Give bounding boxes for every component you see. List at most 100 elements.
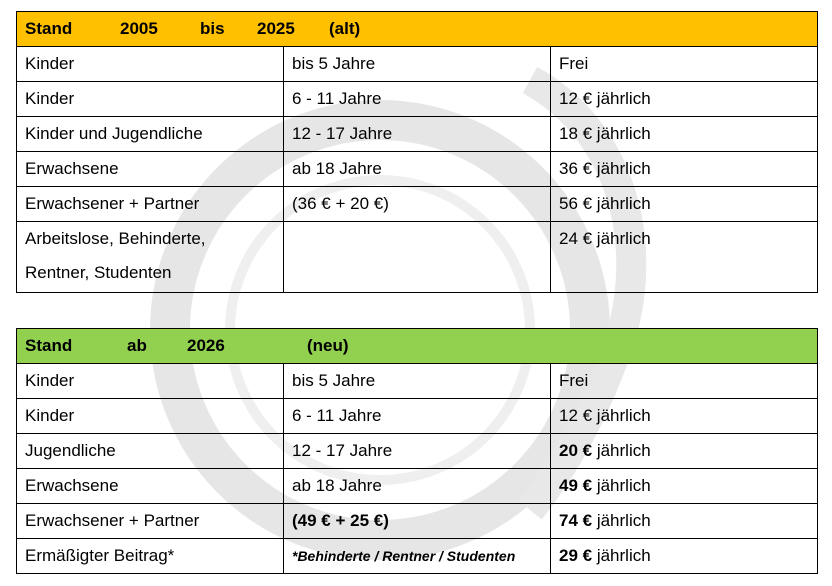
price-label: 12 € jährlich xyxy=(559,89,651,108)
group-label: Erwachsene xyxy=(25,159,119,178)
group-label: Erwachsener + Partner xyxy=(25,194,200,213)
group-label: Ermäßigter Beitrag* xyxy=(25,546,175,565)
table-row: Kinder 6 - 11 Jahre 12 € jährlich xyxy=(16,81,818,117)
age-label: 12 - 17 Jahre xyxy=(292,124,393,143)
table-row: Erwachsener + Partner (36 € + 20 €) 56 € j… xyxy=(16,186,818,222)
age-label: (36 € + 20 €) xyxy=(292,194,389,213)
group-cell: Arbeitslose, Behinderte, Rentner, Student… xyxy=(16,221,284,293)
age-label: 6 - 11 Jahre xyxy=(292,89,382,108)
price-cell: Frei xyxy=(550,46,818,82)
group-label: Kinder xyxy=(25,54,75,73)
header-word: 2025 xyxy=(257,19,295,38)
group-label: Rentner, Studenten xyxy=(25,263,172,282)
price-label: jährlich xyxy=(592,476,651,495)
price-cell: 12 € jährlich xyxy=(550,81,818,117)
age-label: bis 5 Jahre xyxy=(292,54,376,73)
age-cell: bis 5 Jahre xyxy=(283,46,551,82)
group-label: Kinder und Jugendliche xyxy=(25,124,203,143)
group-cell: Erwachsener + Partner xyxy=(16,503,284,539)
old-fee-table: Stand 2005 bis 2025 (alt) Kinder bis 5 Jahre F… xyxy=(16,11,818,293)
price-label: 24 € jährlich xyxy=(559,229,651,248)
group-label: Arbeitslose, Behinderte, xyxy=(25,229,206,248)
new-table-header: Stand ab 2026 (neu) xyxy=(16,328,818,364)
group-cell: Kinder xyxy=(16,81,284,117)
age-cell: ab 18 Jahre xyxy=(283,468,551,504)
header-word: Stand xyxy=(25,19,73,38)
header-word: ab xyxy=(127,336,147,355)
header-word: 2005 xyxy=(120,19,158,38)
price-cell: 56 € jährlich xyxy=(550,186,818,222)
header-word: (alt) xyxy=(329,19,361,38)
table-row: Kinder 6 - 11 Jahre 12 € jährlich xyxy=(16,398,818,434)
price-amount: 29 € xyxy=(559,546,593,565)
age-cell xyxy=(283,221,551,293)
table-row: Kinder bis 5 Jahre Frei xyxy=(16,46,818,82)
price-label: jährlich xyxy=(592,546,651,565)
table-row: Erwachsener + Partner (49 € + 25 €) 74 € j… xyxy=(16,503,818,539)
table-row: Kinder und Jugendliche 12 - 17 Jahre 18 € … xyxy=(16,116,818,152)
table-row: Ermäßigter Beitrag* *Behinderte / Rentner… xyxy=(16,538,818,574)
price-amount: 74 € xyxy=(559,511,593,530)
price-label: 56 € jährlich xyxy=(559,194,651,213)
age-cell: 6 - 11 Jahre xyxy=(283,81,551,117)
group-cell: Ermäßigter Beitrag* xyxy=(16,538,284,574)
group-cell: Kinder xyxy=(16,363,284,399)
group-cell: Jugendliche xyxy=(16,433,284,469)
group-cell: Kinder und Jugendliche xyxy=(16,116,284,152)
price-cell: 49 € jährlich xyxy=(550,468,818,504)
age-cell: (36 € + 20 €) xyxy=(283,186,551,222)
group-label: Jugendliche xyxy=(25,441,116,460)
price-cell: 24 € jährlich xyxy=(550,221,818,293)
price-cell: 36 € jährlich xyxy=(550,151,818,187)
table-row: Kinder bis 5 Jahre Frei xyxy=(16,363,818,399)
old-table-header: Stand 2005 bis 2025 (alt) xyxy=(16,11,818,47)
age-label: 12 - 17 Jahre xyxy=(292,441,393,460)
price-label: 12 € jährlich xyxy=(559,406,651,425)
price-amount: 49 € xyxy=(559,476,593,495)
age-cell: 12 - 17 Jahre xyxy=(283,433,551,469)
table-row: Erwachsene ab 18 Jahre 49 € jährlich xyxy=(16,468,818,504)
group-cell: Kinder xyxy=(16,46,284,82)
group-label: Kinder xyxy=(25,89,75,108)
price-cell: 74 € jährlich xyxy=(550,503,818,539)
group-cell: Kinder xyxy=(16,398,284,434)
price-cell: 12 € jährlich xyxy=(550,398,818,434)
age-label: ab 18 Jahre xyxy=(292,476,382,495)
age-cell: 6 - 11 Jahre xyxy=(283,398,551,434)
price-label: Frei xyxy=(559,54,589,73)
group-label: Erwachsene xyxy=(25,476,119,495)
price-cell: 18 € jährlich xyxy=(550,116,818,152)
age-note: *Behinderte / Rentner / Studenten xyxy=(292,548,516,564)
age-cell: 12 - 17 Jahre xyxy=(283,116,551,152)
price-label: jährlich xyxy=(592,441,651,460)
price-label: Frei xyxy=(559,371,589,390)
price-cell: Frei xyxy=(550,363,818,399)
age-label: 6 - 11 Jahre xyxy=(292,406,382,425)
age-cell: ab 18 Jahre xyxy=(283,151,551,187)
group-label: Kinder xyxy=(25,371,75,390)
age-label: (49 € + 25 €) xyxy=(292,511,389,530)
header-word: 2026 xyxy=(187,336,225,355)
price-label: 18 € jährlich xyxy=(559,124,651,143)
table-row: Erwachsene ab 18 Jahre 36 € jährlich xyxy=(16,151,818,187)
header-word: Stand xyxy=(25,336,73,355)
header-word: (neu) xyxy=(307,336,349,355)
group-cell: Erwachsene xyxy=(16,468,284,504)
age-label: ab 18 Jahre xyxy=(292,159,382,178)
group-cell: Erwachsener + Partner xyxy=(16,186,284,222)
price-amount: 20 € xyxy=(559,441,593,460)
price-label: jährlich xyxy=(592,511,651,530)
table-row: Jugendliche 12 - 17 Jahre 20 € jährlich xyxy=(16,433,818,469)
header-word: bis xyxy=(200,19,225,38)
group-cell: Erwachsene xyxy=(16,151,284,187)
age-cell: *Behinderte / Rentner / Studenten xyxy=(283,538,551,574)
new-fee-table: Stand ab 2026 (neu) Kinder bis 5 Jahre Frei Ki… xyxy=(16,328,818,574)
price-cell: 20 € jährlich xyxy=(550,433,818,469)
price-cell: 29 € jährlich xyxy=(550,538,818,574)
price-label: 36 € jährlich xyxy=(559,159,651,178)
table-row: Arbeitslose, Behinderte, Rentner, Student… xyxy=(16,221,818,293)
age-cell: (49 € + 25 €) xyxy=(283,503,551,539)
age-label: bis 5 Jahre xyxy=(292,371,376,390)
group-label: Kinder xyxy=(25,406,75,425)
group-label: Erwachsener + Partner xyxy=(25,511,200,530)
